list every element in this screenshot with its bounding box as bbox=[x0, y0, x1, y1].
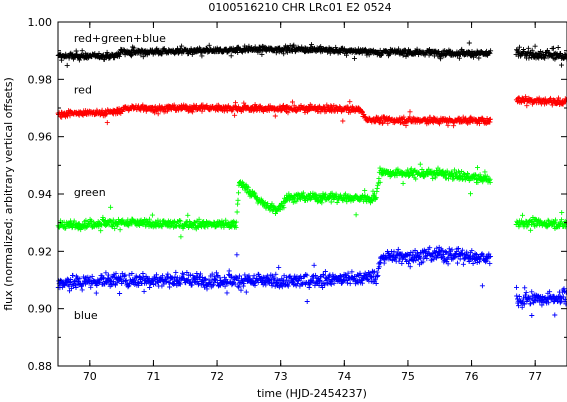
x-tick-label: 76 bbox=[465, 370, 479, 383]
axis-ticks: 70 71 72 73 74 75 76 77 0.88 0.90 0.92 0.94 0.96 0.98… bbox=[28, 16, 567, 383]
series-label: red bbox=[74, 84, 92, 97]
x-axis-title: time (HJD-2454237) bbox=[257, 387, 367, 400]
series-points bbox=[55, 244, 567, 318]
x-tick-label: 75 bbox=[401, 370, 415, 383]
y-tick-label: 0.94 bbox=[28, 188, 53, 201]
y-tick-label: 0.96 bbox=[28, 131, 53, 144]
series-labels: red+green+blue red green blue bbox=[74, 32, 166, 322]
data-points bbox=[55, 40, 567, 318]
x-tick-label: 71 bbox=[146, 370, 160, 383]
series-green bbox=[55, 161, 567, 240]
y-tick-label: 1.00 bbox=[28, 16, 53, 29]
series-red bbox=[55, 94, 567, 129]
series-points bbox=[55, 94, 567, 129]
x-tick-label: 72 bbox=[210, 370, 224, 383]
series-label: blue bbox=[74, 309, 98, 322]
y-tick-label: 0.98 bbox=[28, 73, 53, 86]
series-label: green bbox=[74, 186, 106, 199]
x-tick-label: 77 bbox=[528, 370, 542, 383]
x-tick-label: 74 bbox=[337, 370, 351, 383]
y-axis-title: flux (normalized; arbitrary vertical off… bbox=[2, 77, 15, 311]
x-tick-label: 73 bbox=[274, 370, 288, 383]
y-tick-label: 0.92 bbox=[28, 245, 53, 258]
y-tick-label: 0.90 bbox=[28, 303, 53, 316]
x-tick-label: 70 bbox=[83, 370, 97, 383]
series-points bbox=[55, 161, 567, 240]
y-tick-label: 0.88 bbox=[28, 360, 53, 373]
series-blue bbox=[55, 244, 567, 318]
chart-title: 0100516210 CHR LRc01 E2 0524 bbox=[208, 1, 391, 14]
series-label: red+green+blue bbox=[74, 32, 166, 45]
